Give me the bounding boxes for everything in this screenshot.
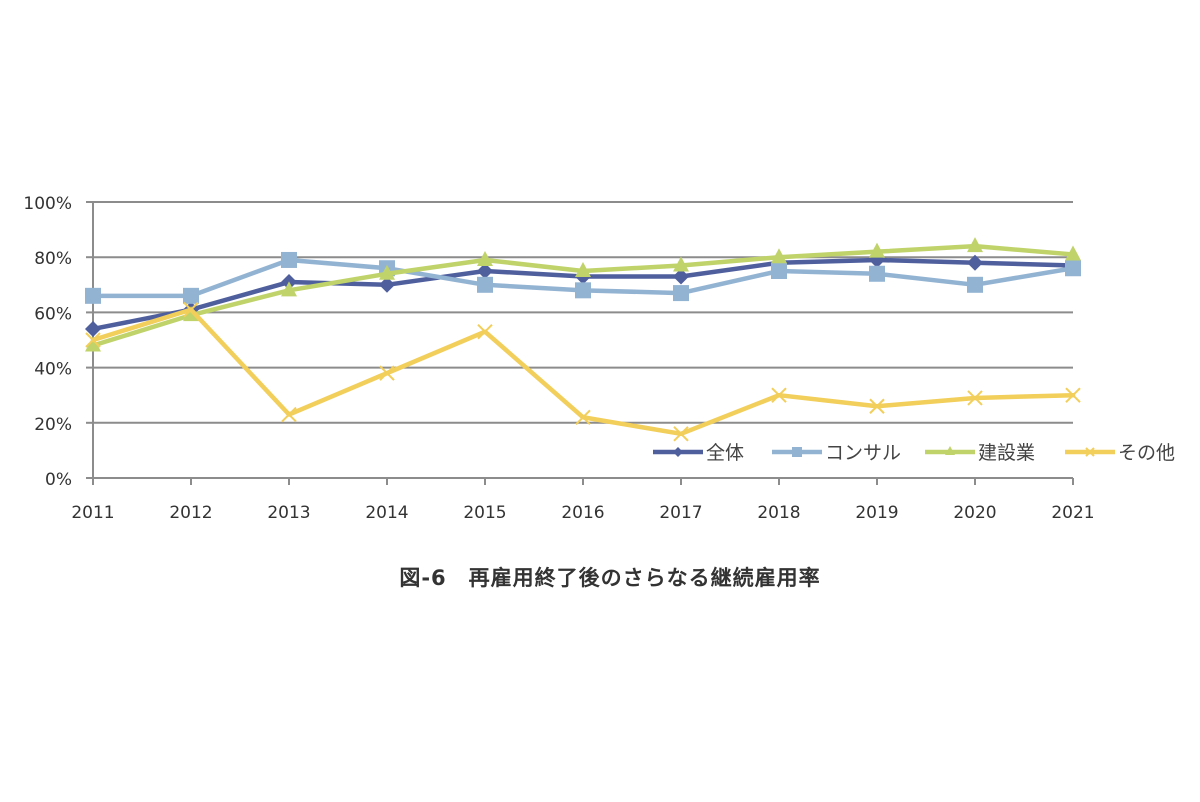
square-marker-icon: [771, 263, 787, 279]
legend-label: 全体: [706, 442, 744, 464]
x-marker-icon: [85, 332, 101, 348]
x-tick-label: 2016: [561, 503, 604, 523]
square-marker-icon: [281, 251, 297, 268]
series-その他: [85, 301, 1081, 442]
axes: 0% 20% 40% 60% 80% 100% 2011 2012 2013 2014 2015 20…: [23, 194, 1094, 523]
diamond-marker-icon: [85, 320, 101, 337]
diamond-marker-icon: [673, 447, 683, 457]
diamond-marker-icon: [477, 263, 493, 279]
triangle-marker-icon: [281, 281, 297, 297]
square-marker-icon: [477, 276, 493, 293]
triangle-marker-icon: [869, 242, 885, 258]
triangle-marker-icon: [967, 237, 983, 253]
x-marker-icon: [379, 365, 395, 381]
gridlines: [93, 201, 1073, 424]
triangle-marker-icon: [379, 264, 395, 280]
x-tick-label: 2021: [1051, 503, 1094, 523]
square-marker-icon: [1065, 260, 1081, 277]
square-marker-icon: [575, 282, 591, 299]
triangle-marker-icon: [1065, 245, 1081, 261]
legend: 全体 コンサル 建設業 その他: [653, 442, 1175, 464]
x-marker-icon: [869, 398, 885, 414]
square-marker-icon: [85, 287, 101, 304]
x-tick-label: 2018: [757, 503, 800, 523]
square-marker-icon: [183, 287, 199, 304]
data-series: [85, 237, 1081, 442]
x-tick-label: 2014: [365, 503, 408, 523]
x-tick-label: 2012: [169, 503, 212, 523]
triangle-marker-icon: [771, 248, 787, 264]
x-tick-label: 2015: [463, 503, 506, 523]
series-建設業: [85, 237, 1081, 352]
x-tick-label: 2013: [267, 503, 310, 523]
triangle-marker-icon: [945, 446, 955, 455]
x-tick-label: 2011: [71, 503, 114, 523]
y-tick-label: 0%: [45, 470, 72, 490]
triangle-marker-icon: [85, 336, 101, 352]
x-marker-icon: [183, 301, 199, 318]
y-tick-label: 80%: [34, 249, 72, 269]
series-line: [90, 307, 1076, 437]
legend-label: その他: [1118, 442, 1175, 464]
x-marker-icon: [1065, 387, 1081, 403]
y-tick-label: 100%: [23, 194, 72, 214]
legend-label: コンサル: [825, 442, 901, 464]
square-marker-icon: [869, 265, 885, 282]
diamond-marker-icon: [673, 268, 689, 285]
square-marker-icon: [673, 285, 689, 302]
legend-label: 建設業: [978, 442, 1035, 464]
legend-item: 全体: [653, 442, 744, 464]
x-marker-icon: [477, 324, 493, 340]
x-marker-icon: [1085, 447, 1095, 457]
legend-item: その他: [1065, 442, 1175, 464]
y-tick-label: 40%: [34, 360, 72, 380]
x-marker-icon: [575, 409, 591, 425]
y-tick-label: 20%: [34, 415, 72, 435]
square-marker-icon: [792, 447, 802, 457]
square-marker-icon: [967, 276, 983, 293]
x-marker-icon: [967, 390, 983, 406]
figure-caption: 図-6 再雇用終了後のさらなる継続雇用率: [399, 566, 821, 590]
x-marker-icon: [771, 387, 787, 403]
x-tick-label: 2019: [855, 503, 898, 523]
triangle-marker-icon: [183, 306, 199, 322]
y-tick-label: 60%: [34, 304, 72, 324]
legend-item: 建設業: [925, 442, 1035, 464]
diamond-marker-icon: [379, 276, 395, 293]
legend-item: コンサル: [772, 442, 901, 464]
diamond-marker-icon: [967, 254, 983, 271]
triangle-marker-icon: [477, 250, 493, 266]
triangle-marker-icon: [673, 256, 689, 272]
x-tick-label: 2020: [953, 503, 996, 523]
x-tick-label: 2017: [659, 503, 702, 523]
x-marker-icon: [281, 406, 297, 423]
triangle-marker-icon: [575, 262, 591, 277]
x-marker-icon: [673, 426, 689, 442]
